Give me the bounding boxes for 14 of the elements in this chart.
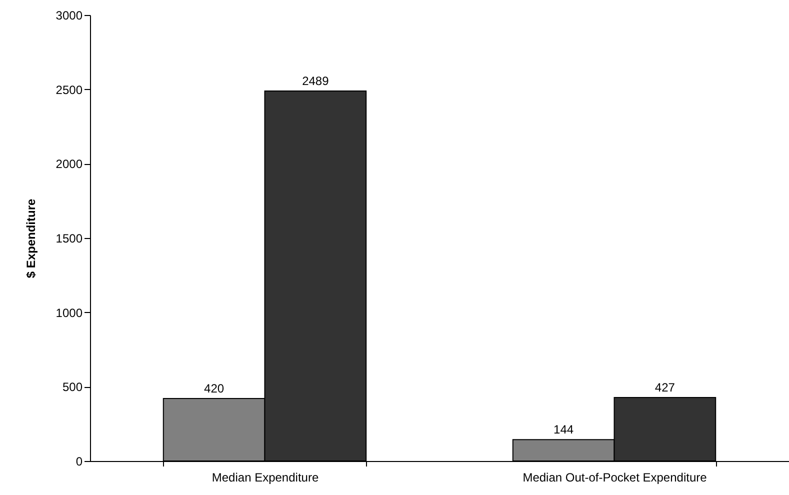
data-label: 2489 — [302, 74, 330, 88]
y-tick-label: 1500 — [56, 232, 83, 246]
y-tick-label: 0 — [76, 454, 83, 468]
y-tick-label: 2000 — [56, 157, 83, 172]
x-tick-label: Median Out-of-Pocket Expenditure — [522, 470, 708, 484]
y-axis-title: $ Expenditure — [24, 198, 38, 278]
data-label: 420 — [204, 382, 224, 396]
y-tick-label: 1000 — [56, 306, 83, 320]
data-label: 427 — [654, 380, 676, 395]
y-tick-label: 500 — [62, 380, 83, 394]
data-label: 144 — [554, 422, 574, 437]
x-tick-label: Median Expenditure — [212, 470, 319, 484]
y-tick-label: 3000 — [56, 8, 83, 22]
y-tick-label: 2500 — [56, 82, 83, 97]
